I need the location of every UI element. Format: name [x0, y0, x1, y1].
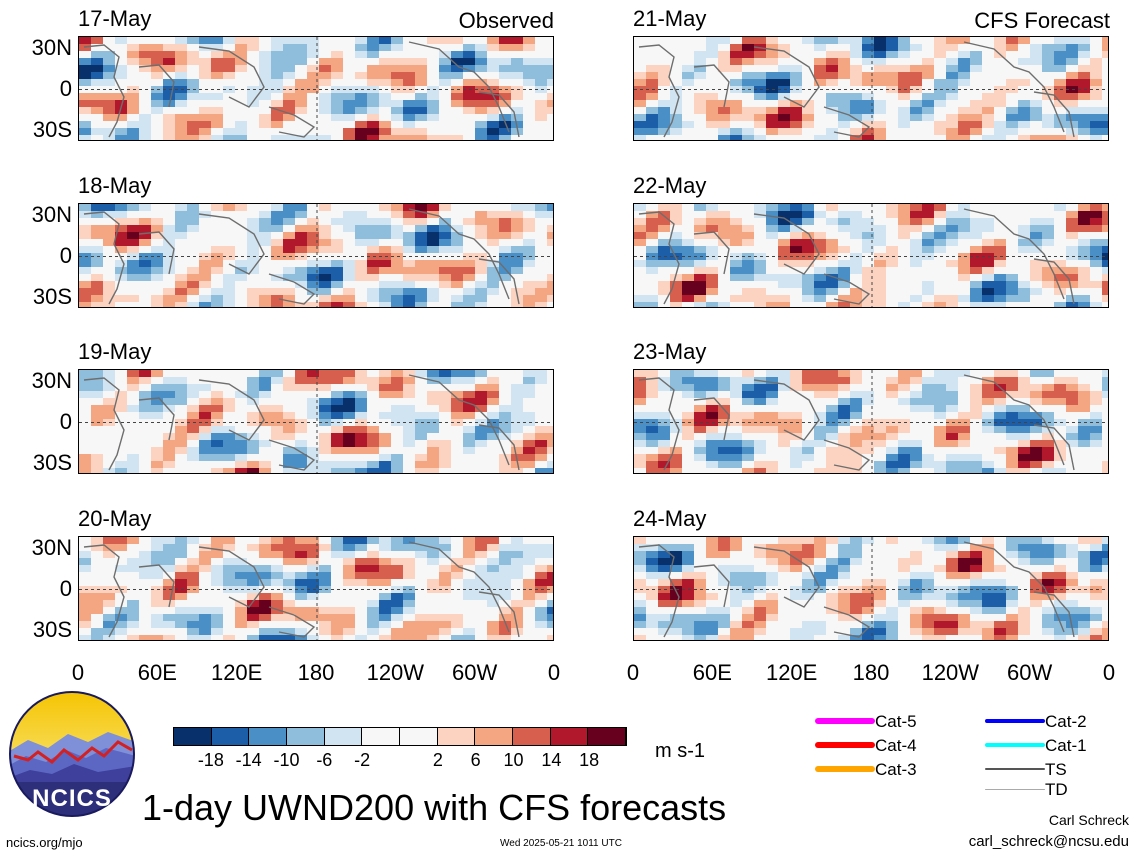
- lon-tick-label: 120E: [765, 660, 818, 685]
- lat-tick-label: 0: [59, 76, 72, 101]
- legend-label-cat-3: Cat-3: [875, 760, 917, 779]
- legend-label-cat-1: Cat-1: [1045, 736, 1087, 755]
- legend-line-cat-2: [985, 719, 1045, 723]
- author-name: Carl Schreck: [1048, 812, 1129, 828]
- panel-date-17-may: 17-May: [78, 6, 152, 31]
- panel-date-22-may: 22-May: [633, 173, 707, 198]
- colorbar-swatch: [362, 728, 401, 745]
- lon-tick-label: 120E: [210, 660, 263, 685]
- page-title: 1-day UWND200 with CFS forecasts: [142, 787, 727, 828]
- colorbar-swatch: [324, 728, 363, 745]
- colorbar-swatch: [437, 728, 476, 745]
- panel-date-23-may: 23-May: [633, 339, 707, 364]
- legend-line-ts: [985, 768, 1045, 770]
- colorbar-tick-label: -6: [316, 750, 333, 770]
- lat-tick-label: 30S: [32, 117, 72, 142]
- legend-label-cat-5: Cat-5: [875, 712, 917, 731]
- lat-tick-label: 0: [59, 576, 72, 601]
- lon-tick-label: 120W: [921, 660, 980, 685]
- legend-line-td: [985, 788, 1045, 790]
- colorbar-swatch: [287, 728, 325, 745]
- uwnd-map-23-may: [633, 369, 1109, 474]
- colorbar-swatch: [550, 728, 589, 745]
- colorbar-tick-label: -14: [235, 750, 262, 770]
- colorbar-tick-label: -10: [273, 750, 300, 770]
- lat-tick-label: 30N: [31, 535, 72, 560]
- logo-text: NCICS: [32, 785, 112, 812]
- colorbar-swatch: [249, 728, 288, 745]
- legend-line-cat-5: [815, 718, 875, 724]
- colorbar-tick-label: 6: [470, 750, 481, 770]
- lon-tick-label: 60E: [692, 660, 732, 685]
- colorbar-tick-label: 2: [432, 750, 443, 770]
- colorbar-swatch: [400, 728, 438, 745]
- uwnd-map-24-may: [633, 536, 1109, 641]
- lon-tick-label: 180: [852, 660, 890, 685]
- colorbar-tick-label: 18: [579, 750, 600, 770]
- colorbar: [173, 727, 627, 746]
- lat-tick-label: 30S: [32, 284, 72, 309]
- colorbar-tick-label: 14: [541, 750, 562, 770]
- lon-tick-label: 0: [626, 660, 640, 685]
- lat-tick-label: 30N: [31, 202, 72, 227]
- panel-date-20-may: 20-May: [78, 506, 152, 531]
- lat-tick-label: 30N: [31, 35, 72, 60]
- uwnd-map-21-may: [633, 36, 1109, 141]
- lon-tick-label: 0: [71, 660, 85, 685]
- units-label: m s-1: [655, 740, 705, 762]
- uwnd-map-19-may: [78, 369, 554, 474]
- legend-label-td: TD: [1045, 780, 1068, 799]
- uwnd-map-17-may: [78, 36, 554, 141]
- legend-line-cat-1: [985, 743, 1045, 747]
- lon-tick-label: 120W: [366, 660, 425, 685]
- uwnd-map-22-may: [633, 203, 1109, 308]
- observed-label: Observed: [458, 8, 554, 33]
- panel-date-24-may: 24-May: [633, 506, 707, 531]
- lat-tick-label: 30S: [32, 617, 72, 642]
- colorbar-tick-label: -2: [354, 750, 371, 770]
- colorbar-swatch: [475, 728, 514, 745]
- colorbar-swatch: [513, 728, 551, 745]
- legend-label-cat-4: Cat-4: [875, 736, 917, 755]
- legend-line-cat-3: [815, 766, 875, 772]
- panel-date-18-may: 18-May: [78, 173, 152, 198]
- footer-timestamp: Wed 2025-05-21 1011 UTC: [500, 838, 622, 849]
- lon-tick-label: 0: [547, 660, 561, 685]
- ncics-logo: NCICS: [8, 690, 136, 818]
- uwnd-map-20-may: [78, 536, 554, 641]
- lon-tick-label: 60E: [137, 660, 177, 685]
- colorbar-swatch: [174, 728, 212, 745]
- legend-label-ts: TS: [1045, 760, 1067, 779]
- legend-label-cat-2: Cat-2: [1045, 712, 1087, 731]
- colorbar-tick-label: -18: [197, 750, 224, 770]
- panel-date-19-may: 19-May: [78, 339, 152, 364]
- forecast-label: CFS Forecast: [974, 8, 1110, 33]
- lat-tick-label: 0: [59, 243, 72, 268]
- lat-tick-label: 30S: [32, 450, 72, 475]
- legend-line-cat-4: [815, 742, 875, 748]
- colorbar-tick-label: 10: [503, 750, 524, 770]
- lat-tick-label: 0: [59, 409, 72, 434]
- lon-tick-label: 60W: [452, 660, 498, 685]
- footer-url: ncics.org/mjo: [6, 835, 83, 850]
- colorbar-swatch: [588, 728, 627, 745]
- panel-date-21-may: 21-May: [633, 6, 707, 31]
- lat-tick-label: 30N: [31, 368, 72, 393]
- lon-tick-label: 60W: [1007, 660, 1053, 685]
- lon-tick-label: 0: [1102, 660, 1116, 685]
- author-email: carl_schreck@ncsu.edu: [968, 833, 1129, 850]
- uwnd-map-18-may: [78, 203, 554, 308]
- lon-tick-label: 180: [297, 660, 335, 685]
- colorbar-swatch: [211, 728, 250, 745]
